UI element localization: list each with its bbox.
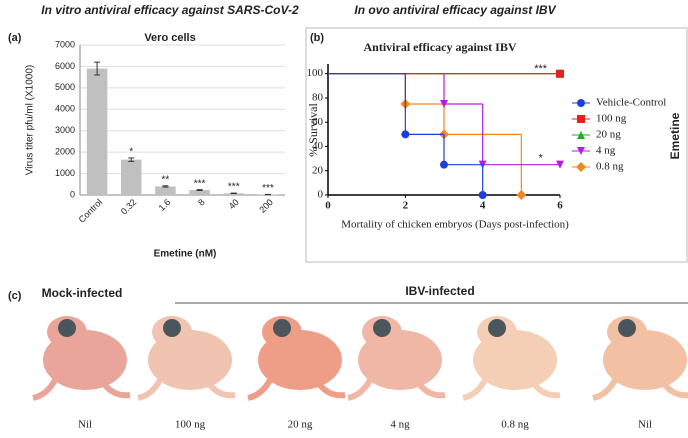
- y-tick-label: 60: [312, 116, 324, 128]
- legend-title: Emetine: [668, 112, 682, 159]
- y-tick-label: 0: [70, 189, 75, 199]
- x-tick-label: 6: [557, 200, 563, 212]
- y-tick-label: 20: [312, 164, 324, 176]
- x-tick-label: 0: [325, 200, 331, 212]
- x-tick-label: 0.32: [119, 197, 138, 216]
- embryo-eye: [618, 319, 636, 337]
- significance-label: ***: [262, 183, 274, 194]
- bar: [189, 190, 210, 195]
- panel-label: (c): [8, 290, 22, 302]
- bar: [155, 186, 176, 195]
- bar: [223, 193, 244, 195]
- x-tick-label: 40: [227, 197, 241, 211]
- marker: [401, 130, 410, 139]
- legend-label: 20 ng: [596, 129, 621, 141]
- group-label: Mock-infected: [42, 286, 123, 300]
- panel-b-frame: [305, 27, 688, 263]
- legend-marker: [577, 147, 585, 155]
- y-axis-label: Virus titer pfu/ml (X1000): [25, 65, 36, 175]
- marker: [440, 160, 448, 169]
- marker: [556, 160, 564, 169]
- photo-caption: 4 ng: [390, 419, 410, 431]
- embryo-eye: [163, 319, 181, 337]
- embryo-eye: [58, 319, 76, 337]
- embryo-photo: [32, 316, 131, 401]
- x-axis-label: Mortality of chicken embryos (Days post-…: [341, 219, 569, 231]
- photo-caption: Nil: [78, 419, 92, 431]
- error-bar: [128, 157, 135, 162]
- significance-label: ***: [534, 63, 548, 75]
- x-tick-label: Control: [77, 197, 105, 225]
- legend-marker: [576, 162, 586, 172]
- y-tick-label: 80: [312, 91, 324, 103]
- y-tick-label: 5000: [55, 82, 75, 92]
- x-tick-label: 8: [196, 197, 207, 208]
- y-tick-label: 3000: [55, 125, 75, 135]
- marker: [440, 100, 448, 109]
- embryo-limb: [462, 378, 561, 401]
- panel-heading: In vitro antiviral efficacy against SARS…: [41, 3, 299, 17]
- legend-marker: [577, 131, 585, 139]
- y-tick-label: 40: [312, 140, 324, 152]
- embryo-limb: [347, 378, 446, 401]
- x-tick-label: 4: [480, 200, 486, 212]
- embryo-photo: [462, 316, 561, 401]
- legend-label: 0.8 ng: [596, 161, 624, 173]
- y-axis-label: % Survival: [306, 103, 320, 157]
- y-tick-label: 7000: [55, 39, 75, 49]
- photo-caption: Nil: [638, 419, 652, 431]
- photo-caption: 20 ng: [288, 419, 313, 431]
- photo-caption: 0.8 ng: [501, 419, 529, 431]
- embryo-photo: [592, 316, 688, 401]
- error-bar: [196, 189, 203, 191]
- embryo-eye: [273, 319, 291, 337]
- legend-label: 100 ng: [596, 113, 627, 125]
- x-tick-label: 1.6: [157, 197, 173, 213]
- y-tick-label: 100: [307, 67, 324, 79]
- x-tick-label: 200: [257, 197, 275, 215]
- x-tick-label: 2: [403, 200, 409, 212]
- legend-label: Vehicle-Control: [596, 97, 666, 109]
- significance-label: *: [539, 153, 544, 165]
- panel-heading: In ovo antiviral efficacy against IBV: [354, 3, 556, 17]
- y-tick-label: 1000: [55, 168, 75, 178]
- embryo-photo: [347, 316, 446, 401]
- embryo-limb: [32, 378, 131, 401]
- chart-title: Antiviral efficacy against IBV: [364, 40, 517, 54]
- y-tick-label: 2000: [55, 147, 75, 157]
- embryo-limb: [247, 378, 346, 401]
- legend-marker: [577, 99, 585, 107]
- photo-caption: 100 ng: [175, 419, 206, 431]
- legend-label: 4 ng: [596, 145, 616, 157]
- group-label: IBV-infected: [405, 284, 474, 298]
- bar: [86, 68, 108, 195]
- bar: [121, 159, 142, 195]
- marker: [478, 191, 487, 199]
- y-tick-label: 6000: [55, 61, 75, 71]
- marker: [556, 69, 564, 78]
- error-bar: [94, 61, 101, 76]
- embryo-photo: [247, 316, 346, 401]
- chart-title: Vero cells: [144, 32, 195, 44]
- significance-label: ***: [194, 178, 206, 189]
- significance-label: **: [162, 174, 170, 185]
- y-tick-label: 0: [318, 189, 324, 201]
- panel-label: (a): [8, 32, 22, 44]
- significance-label: *: [129, 147, 133, 158]
- error-bar: [162, 185, 169, 188]
- marker: [516, 190, 527, 200]
- x-axis-label: Emetine (nM): [154, 249, 217, 260]
- embryo-eye: [488, 319, 506, 337]
- y-tick-label: 4000: [55, 104, 75, 114]
- legend-marker: [577, 115, 585, 123]
- embryo-limb: [137, 378, 236, 401]
- embryo-photo: [137, 316, 236, 401]
- panel-label: (b): [310, 32, 324, 44]
- significance-label: ***: [228, 182, 240, 193]
- embryo-eye: [373, 319, 391, 337]
